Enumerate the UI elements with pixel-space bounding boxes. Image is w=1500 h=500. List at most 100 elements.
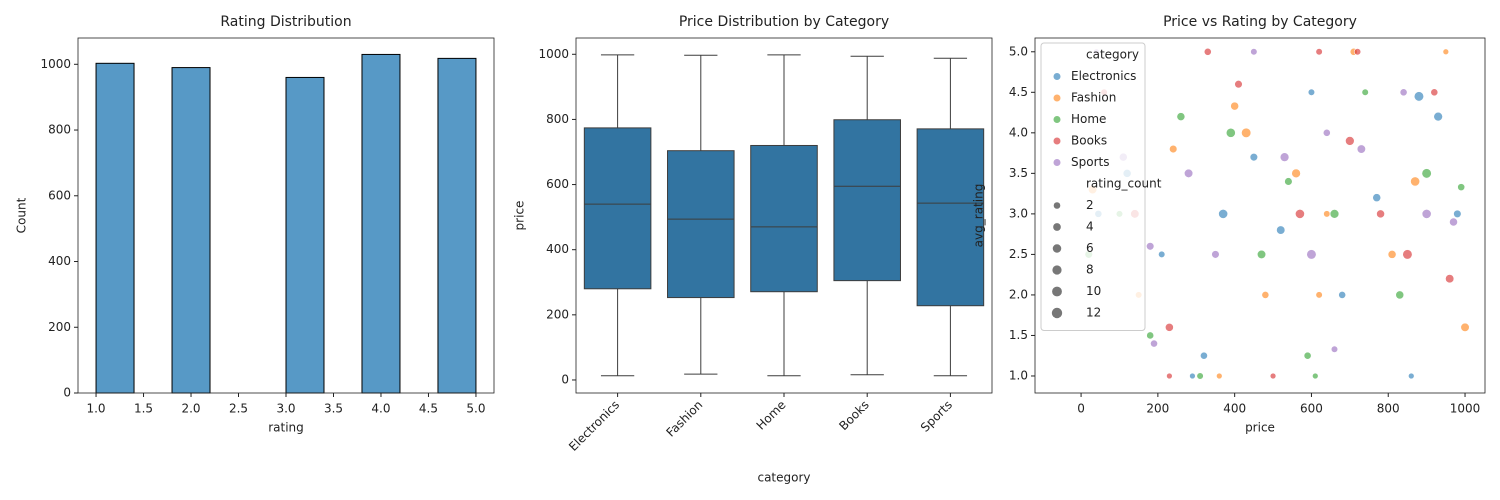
- x-axis-label: price: [1245, 421, 1275, 435]
- x-tick-label: 1.5: [134, 402, 153, 416]
- y-tick-label: 0: [63, 386, 71, 400]
- y-tick-label: 400: [48, 254, 71, 268]
- point: [1453, 209, 1462, 219]
- legend-size-marker: [1052, 265, 1062, 275]
- point: [1249, 152, 1259, 162]
- point: [1376, 209, 1385, 219]
- point: [1307, 88, 1316, 96]
- y-tick-label: 600: [546, 177, 569, 191]
- y-axis-label: Count: [15, 197, 29, 233]
- x-tick-label: 5.0: [466, 402, 485, 416]
- point: [1312, 372, 1319, 380]
- point: [1338, 291, 1347, 299]
- point: [1345, 136, 1355, 146]
- legend-label: Electronics: [1071, 69, 1136, 83]
- x-tick-label: 1000: [1450, 402, 1481, 416]
- legend-size-marker: [1051, 307, 1063, 319]
- y-tick-label: 400: [546, 242, 569, 256]
- point: [1303, 351, 1312, 360]
- x-tick-label: 2.0: [181, 402, 200, 416]
- legend-size-marker: [1052, 286, 1062, 297]
- y-axis-label: price: [513, 201, 527, 231]
- point: [1322, 128, 1331, 137]
- chart-title: Price Distribution by Category: [679, 14, 889, 30]
- y-tick-label: 200: [48, 320, 71, 334]
- point: [1329, 209, 1340, 219]
- x-tick-label: 200: [1146, 402, 1169, 416]
- point: [1408, 372, 1415, 380]
- box: [667, 150, 735, 299]
- x-tick-label: 0: [1077, 402, 1085, 416]
- legend-label: Sports: [1071, 155, 1109, 169]
- point: [1295, 208, 1305, 219]
- legend-label: 10: [1086, 284, 1101, 298]
- point: [1261, 291, 1270, 299]
- bar: [437, 57, 477, 394]
- legend-title: category: [1086, 48, 1139, 62]
- y-tick-label: 1000: [40, 57, 71, 71]
- legend-marker: [1053, 94, 1061, 102]
- point: [1410, 176, 1421, 187]
- x-tick-label: Home: [754, 398, 789, 433]
- plot-frame: [1034, 37, 1486, 394]
- point: [1291, 168, 1301, 179]
- point: [1241, 127, 1252, 138]
- point: [1323, 210, 1331, 218]
- point: [1387, 250, 1397, 259]
- legend-label: Home: [1071, 112, 1106, 126]
- point: [1421, 168, 1432, 179]
- y-tick-label: 600: [48, 188, 71, 202]
- x-tick-label: Sports: [918, 398, 955, 435]
- point: [1189, 372, 1196, 380]
- bar: [361, 53, 401, 394]
- point: [1218, 208, 1229, 219]
- legend-title: rating_count: [1086, 177, 1162, 191]
- point: [1433, 111, 1443, 122]
- legend-label: Fashion: [1071, 91, 1116, 105]
- x-tick-label: 3.5: [324, 402, 343, 416]
- x-tick-label: Electronics: [566, 398, 622, 454]
- point: [1158, 250, 1166, 259]
- x-tick-label: 2.5: [229, 402, 248, 416]
- point: [1230, 101, 1240, 111]
- point: [1250, 48, 1258, 56]
- point: [1413, 91, 1425, 102]
- box: [583, 127, 652, 290]
- legend-marker: [1053, 159, 1061, 166]
- legend-label: 2: [1086, 198, 1094, 212]
- legend-label: 12: [1086, 306, 1101, 320]
- plot-frame: [77, 37, 495, 394]
- legend: [1040, 42, 1146, 331]
- legend-label: 8: [1086, 263, 1094, 277]
- point: [1146, 242, 1155, 251]
- y-tick-label: 4.5: [1009, 85, 1028, 99]
- point: [1211, 250, 1220, 259]
- point: [1395, 290, 1405, 300]
- point: [1279, 152, 1290, 162]
- point: [1306, 249, 1317, 260]
- y-tick-label: 0: [561, 372, 569, 386]
- x-tick-label: Books: [836, 398, 871, 433]
- x-tick-label: 400: [1223, 402, 1246, 416]
- point: [1234, 80, 1243, 89]
- point: [1269, 372, 1277, 380]
- point: [1353, 48, 1362, 56]
- point: [1315, 48, 1323, 56]
- legend-label: 4: [1086, 220, 1094, 234]
- point: [1402, 249, 1413, 260]
- point: [1399, 88, 1408, 97]
- point: [1165, 322, 1174, 332]
- y-tick-label: 800: [48, 123, 71, 137]
- x-tick-label: 600: [1300, 402, 1323, 416]
- bar: [285, 76, 325, 394]
- legend-size-marker: [1052, 244, 1062, 253]
- point: [1421, 208, 1432, 219]
- x-tick-label: 1.0: [86, 402, 105, 416]
- x-tick-label: 3.0: [276, 402, 295, 416]
- point: [1225, 127, 1236, 138]
- point: [1184, 168, 1194, 178]
- y-tick-label: 800: [546, 112, 569, 126]
- point: [1445, 274, 1455, 284]
- bar: [171, 67, 211, 394]
